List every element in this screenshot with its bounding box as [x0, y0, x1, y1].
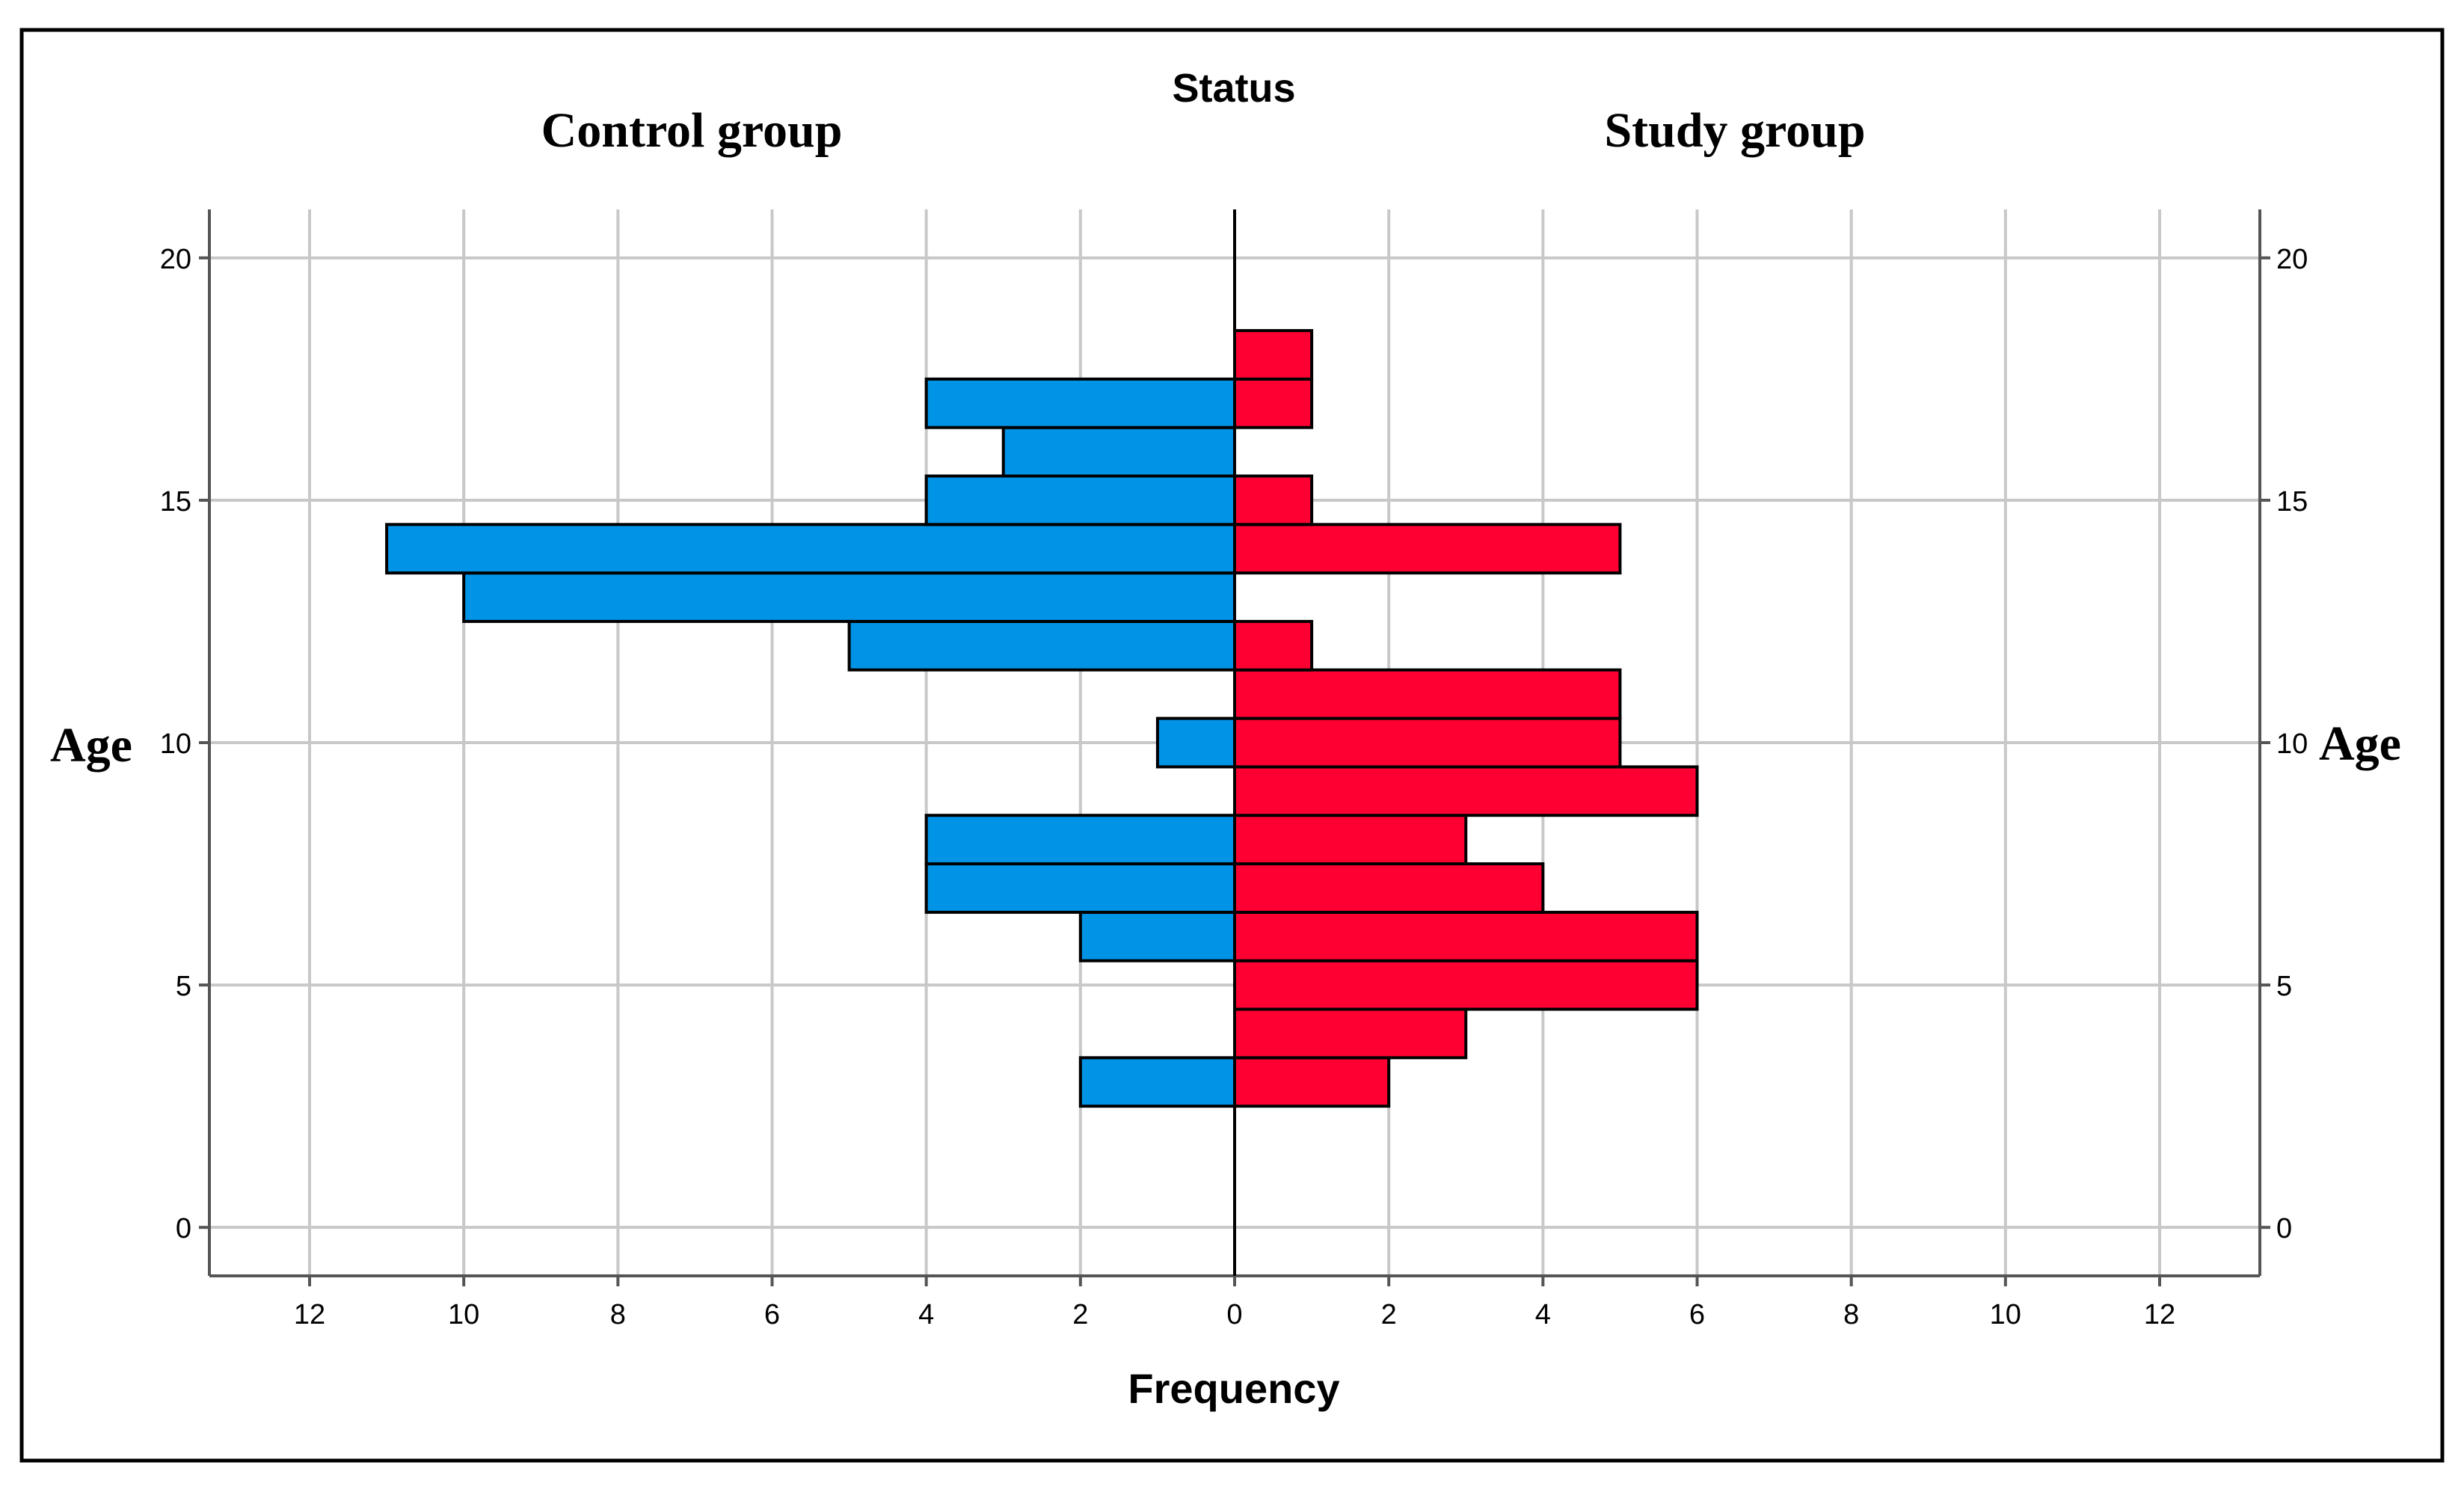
study-bar — [1233, 1056, 1391, 1108]
y-tick-label-left: 20 — [160, 244, 191, 275]
y-tick-label-left: 10 — [160, 728, 191, 760]
labels-layer: Status Control group Study group Frequen… — [50, 66, 2401, 1412]
x-axis-label: Frequency — [1128, 1365, 1339, 1412]
control-bar — [1155, 716, 1236, 769]
control-bar — [924, 474, 1237, 526]
x-tick-label: 6 — [1689, 1299, 1705, 1330]
x-tick-label: 2 — [1072, 1299, 1088, 1330]
x-tick-label: 8 — [610, 1299, 626, 1330]
y-axis-label-left: Age — [50, 718, 132, 773]
x-tick-label: 8 — [1843, 1299, 1859, 1330]
x-tick-label: 0 — [1226, 1299, 1242, 1330]
study-bar — [1233, 910, 1699, 963]
control-bar — [924, 862, 1237, 914]
x-tick-label: 12 — [2144, 1299, 2175, 1330]
y-tick-label-left: 5 — [176, 971, 191, 1002]
y-axis-label-right: Age — [2319, 716, 2401, 771]
left-group-label: Control group — [541, 103, 843, 158]
study-bar — [1233, 765, 1699, 817]
study-bar — [1233, 619, 1314, 672]
study-bar — [1233, 523, 1622, 575]
control-bar — [1001, 426, 1236, 478]
study-bar — [1233, 1007, 1468, 1060]
y-tick-label-left: 0 — [176, 1213, 191, 1244]
y-tick-label-left: 15 — [160, 486, 191, 518]
study-bar — [1233, 862, 1545, 914]
y-tick-label-right: 15 — [2276, 486, 2308, 518]
x-tick-label: 10 — [1990, 1299, 2021, 1330]
x-tick-label: 12 — [294, 1299, 325, 1330]
control-bar — [462, 571, 1236, 623]
right-group-label: Study group — [1604, 103, 1865, 158]
x-tick-label: 2 — [1381, 1299, 1397, 1330]
x-tick-label: 4 — [1535, 1299, 1551, 1330]
study-bar — [1233, 329, 1314, 381]
x-tick-label: 10 — [448, 1299, 479, 1330]
y-tick-label-right: 10 — [2276, 728, 2308, 760]
control-bar — [924, 814, 1237, 866]
control-bar — [1078, 1056, 1237, 1108]
bars-layer — [385, 329, 1699, 1108]
study-bar — [1233, 668, 1622, 720]
control-bar — [385, 523, 1236, 575]
x-tick-label: 6 — [764, 1299, 780, 1330]
control-bar — [1078, 910, 1237, 963]
y-tick-label-right: 20 — [2276, 244, 2308, 275]
control-bar — [847, 619, 1236, 672]
study-bar — [1233, 814, 1468, 866]
x-tick-label: 4 — [918, 1299, 934, 1330]
study-bar — [1233, 959, 1699, 1011]
y-tick-label-right: 5 — [2276, 971, 2292, 1002]
study-bar — [1233, 377, 1314, 429]
control-bar — [924, 377, 1237, 429]
study-bar — [1233, 474, 1314, 526]
chart-title: Status — [1172, 66, 1295, 111]
y-tick-label-right: 0 — [2276, 1213, 2292, 1244]
study-bar — [1233, 716, 1622, 769]
